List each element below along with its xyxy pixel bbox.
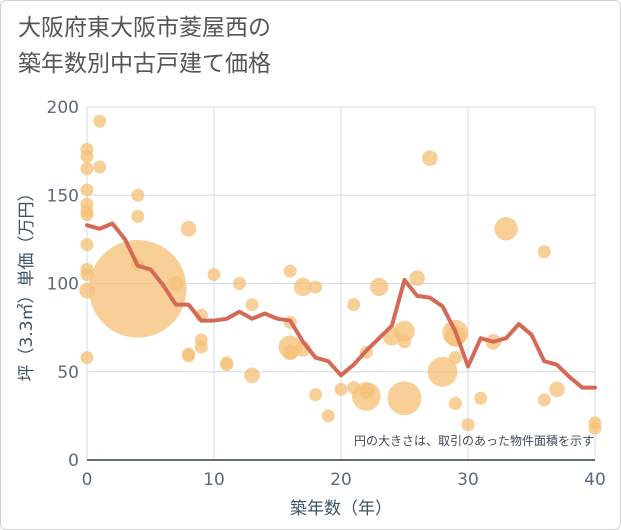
bubble-size-note: 円の大きさは、取引のあった物件面積を示す: [354, 433, 594, 448]
y-axis-label: 坪（3.3㎡）単価（万円）: [17, 184, 37, 381]
y-tick-1: 50: [57, 363, 79, 383]
bubble-13: [93, 160, 107, 174]
bubble-64: [549, 381, 565, 398]
x-axis-label: 築年数（年）: [290, 499, 392, 519]
bubble-21: [182, 349, 196, 363]
bubble-30: [244, 367, 260, 384]
bubble-46: [370, 277, 389, 297]
bubble-57: [448, 397, 462, 411]
bubble-45: [352, 382, 381, 411]
y-tick-0: 0: [68, 451, 79, 471]
bubble-25: [207, 268, 221, 282]
bubble-24: [194, 340, 208, 354]
y-tick-3: 150: [47, 186, 79, 206]
bubble-15: [131, 209, 145, 223]
bubble-12: [93, 114, 107, 128]
bubble-11: [80, 351, 94, 365]
chart-title: 大阪府東大阪市菱屋西の 築年数別中古戸建て価格: [18, 10, 271, 82]
bubble-40: [334, 382, 348, 396]
bubble-52: [422, 150, 438, 166]
bubble-34: [282, 344, 299, 361]
bubble-35: [293, 277, 312, 297]
y-tick-4: 200: [47, 98, 79, 118]
bubble-48: [394, 320, 415, 342]
x-tick-labels: 0 10 20 30 40: [82, 470, 606, 490]
bubble-63: [537, 393, 551, 407]
x-tick-3: 30: [457, 470, 479, 490]
bubble-27: [220, 358, 234, 372]
x-tick-0: 0: [82, 470, 93, 490]
bubble-59: [474, 391, 488, 405]
bubble-49: [398, 335, 411, 349]
bubble-2: [80, 162, 94, 176]
bubble-17: [89, 240, 187, 338]
bubble-19: [180, 220, 197, 237]
bubble-61: [494, 217, 518, 241]
bubble-3: [80, 183, 94, 197]
chart-title-line-2: 築年数別中古戸建て価格: [18, 51, 271, 77]
y-tick-labels: 0 50 100 150 200: [47, 98, 79, 471]
y-tick-2: 100: [47, 275, 79, 295]
bubble-41: [347, 298, 361, 312]
x-tick-1: 10: [203, 470, 225, 490]
bubble-1: [80, 149, 94, 163]
bubble-39: [321, 409, 335, 423]
average-trend-line: [85, 221, 597, 390]
bubble-62: [537, 245, 551, 259]
bubble-29: [245, 298, 259, 312]
bubble-66: [588, 421, 602, 435]
bubble-38: [309, 388, 323, 402]
bubble-9: [80, 268, 94, 282]
bubble-56: [448, 351, 462, 365]
bubble-58: [461, 418, 475, 432]
bubble-7: [80, 238, 94, 252]
x-tick-2: 20: [330, 470, 352, 490]
bubble-31: [283, 264, 297, 278]
bubble-53: [427, 356, 458, 387]
bubble-18: [168, 275, 184, 292]
bubble-14: [131, 188, 145, 202]
bubble-37: [309, 280, 323, 294]
chart-title-line-1: 大阪府東大阪市菱屋西の: [18, 15, 271, 41]
bubbles: [79, 114, 602, 435]
bubble-6: [80, 208, 94, 222]
bubble-50: [387, 381, 422, 416]
x-tick-4: 40: [584, 470, 606, 490]
bubble-51: [409, 270, 426, 287]
bubble-28: [232, 277, 246, 290]
